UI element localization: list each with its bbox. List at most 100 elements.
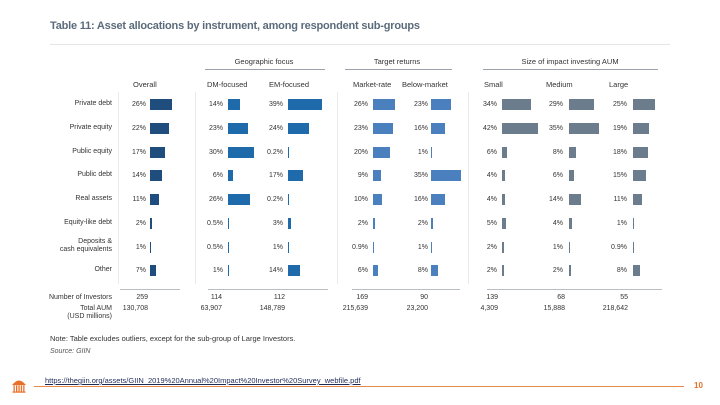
cell-value: 1%: [135, 244, 146, 251]
bar: [502, 218, 507, 229]
cell-value: 2%: [486, 244, 497, 251]
row-label-line2: cash equivalents: [59, 246, 112, 253]
cell-value: 1%: [417, 244, 428, 251]
row-label: Public debt: [77, 171, 112, 178]
bar: [431, 99, 451, 110]
cell-value: 3%: [272, 220, 283, 227]
bar: [431, 242, 433, 253]
bar: [228, 194, 251, 205]
cell-value: 2%: [552, 267, 563, 274]
source-url-link[interactable]: https://thegiin.org/assets/GIIN_2019%20A…: [45, 376, 361, 385]
bar: [502, 147, 508, 158]
bar: [228, 218, 230, 229]
bar: [288, 123, 309, 134]
bar: [150, 218, 152, 229]
cell-value: 9%: [357, 172, 368, 179]
cell-value: 1%: [417, 149, 428, 156]
investor-count: 139: [486, 294, 498, 301]
cell-value: 18%: [612, 149, 627, 156]
bar: [431, 194, 445, 205]
col-header-em: EM-focused: [269, 80, 310, 89]
bar: [633, 218, 635, 229]
cell-value: 0.9%: [352, 244, 368, 251]
bar: [502, 242, 504, 253]
cell-value: 0.2%: [267, 149, 283, 156]
col-header-small: Small: [484, 80, 503, 89]
cell-value: 14%: [208, 101, 223, 108]
cell-value: 24%: [268, 125, 283, 132]
bar: [502, 99, 532, 110]
col-header-dm: DM-focused: [207, 80, 248, 89]
row-label: Real assets: [75, 195, 112, 202]
cell-value: 1%: [212, 267, 223, 274]
cell-value: 0.5%: [207, 220, 223, 227]
bar: [569, 194, 582, 205]
cell-value: 42%: [482, 125, 497, 132]
aum-label-line1: Total AUM: [80, 305, 112, 312]
title-divider: [50, 44, 670, 45]
bar: [569, 242, 571, 253]
bar: [373, 147, 391, 158]
bar: [228, 99, 241, 110]
cell-value: 30%: [208, 149, 223, 156]
cell-value: 2%: [135, 220, 146, 227]
table-source: Source: GIIN: [50, 348, 91, 355]
bar: [150, 194, 160, 205]
cell-value: 4%: [486, 172, 497, 179]
cell-value: 1%: [272, 244, 283, 251]
col-header-below-market: Below-market: [402, 80, 448, 89]
row-label: Public equity: [72, 148, 112, 155]
bar: [431, 170, 462, 181]
cell-value: 26%: [131, 101, 146, 108]
bar: [569, 170, 575, 181]
column-divider: [118, 92, 119, 284]
bar: [633, 123, 650, 134]
investor-count: 55: [620, 294, 628, 301]
bar: [569, 99, 594, 110]
bar: [373, 170, 381, 181]
total-aum: 215,639: [342, 305, 368, 312]
cell-value: 17%: [268, 172, 283, 179]
bar: [373, 99, 396, 110]
column-divider: [337, 92, 338, 284]
cell-value: 8%: [417, 267, 428, 274]
cell-value: 35%: [548, 125, 563, 132]
cell-value: 19%: [612, 125, 627, 132]
col-header-market-rate: Market-rate: [353, 80, 392, 89]
cell-value: 14%: [548, 196, 563, 203]
cell-value: 34%: [482, 101, 497, 108]
group-header-size: Size of impact investing AUM: [521, 57, 619, 66]
bar: [633, 194, 643, 205]
bar: [633, 242, 635, 253]
cell-value: 8%: [616, 267, 627, 274]
bar: [431, 265, 438, 276]
page-number: 10: [694, 381, 703, 390]
rotunda-logo-icon: [12, 380, 26, 393]
table-note: Note: Table excludes outliers, except fo…: [50, 334, 296, 343]
group-rule-size: [483, 69, 658, 70]
bar: [150, 242, 152, 253]
bar: [373, 194, 382, 205]
col-header-large: Large: [609, 80, 629, 89]
cell-value: 14%: [131, 172, 146, 179]
cell-value: 0.5%: [207, 244, 223, 251]
investor-count: 68: [557, 294, 565, 301]
bar: [373, 123, 393, 134]
total-aum: 218,642: [602, 305, 628, 312]
cell-value: 4%: [486, 196, 497, 203]
column-divider: [468, 92, 469, 284]
cell-value: 20%: [353, 149, 368, 156]
bar: [150, 147, 165, 158]
bar: [569, 218, 573, 229]
aum-label-line2: (USD millions): [67, 313, 112, 320]
bar: [228, 147, 254, 158]
cell-value: 10%: [353, 196, 368, 203]
cell-value: 25%: [612, 101, 627, 108]
bar: [288, 265, 301, 276]
bar: [373, 218, 375, 229]
bar: [288, 147, 290, 158]
total-aum: 148,789: [259, 305, 285, 312]
bar: [228, 265, 230, 276]
col-header-overall: Overall: [133, 80, 157, 89]
cell-value: 6%: [212, 172, 223, 179]
